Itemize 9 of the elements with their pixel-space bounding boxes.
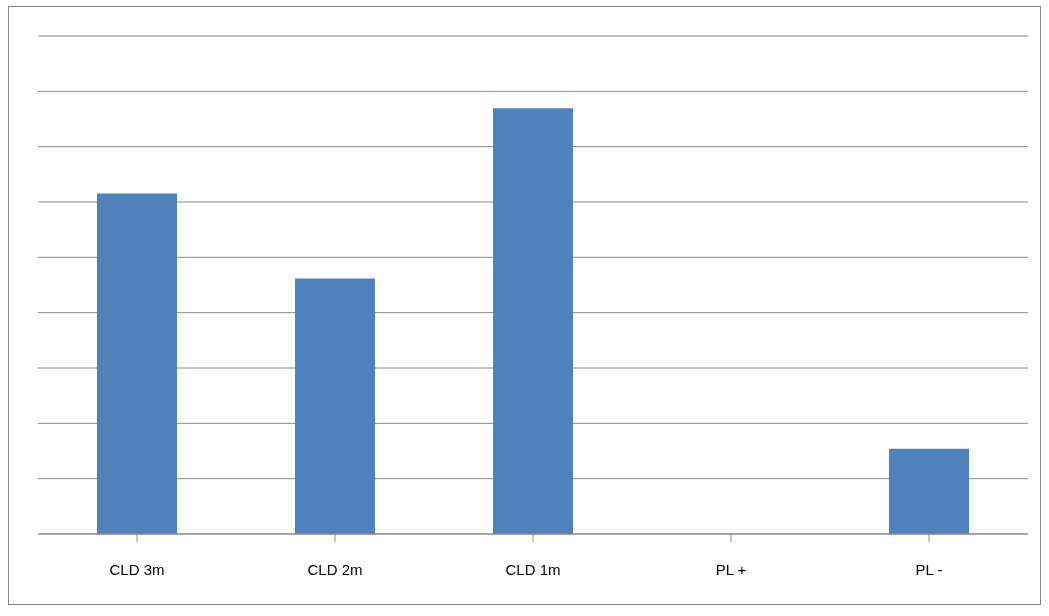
x-tick-label: PL -: [915, 560, 943, 578]
bar: [97, 193, 177, 534]
bar: [889, 448, 969, 534]
x-tick-label: CLD 2m: [307, 560, 363, 578]
x-tick-label: PL +: [715, 560, 747, 578]
x-tick-label: CLD 1m: [505, 560, 561, 578]
bar: [295, 278, 375, 534]
bar: [493, 108, 573, 534]
x-tick-label: CLD 3m: [109, 560, 165, 578]
